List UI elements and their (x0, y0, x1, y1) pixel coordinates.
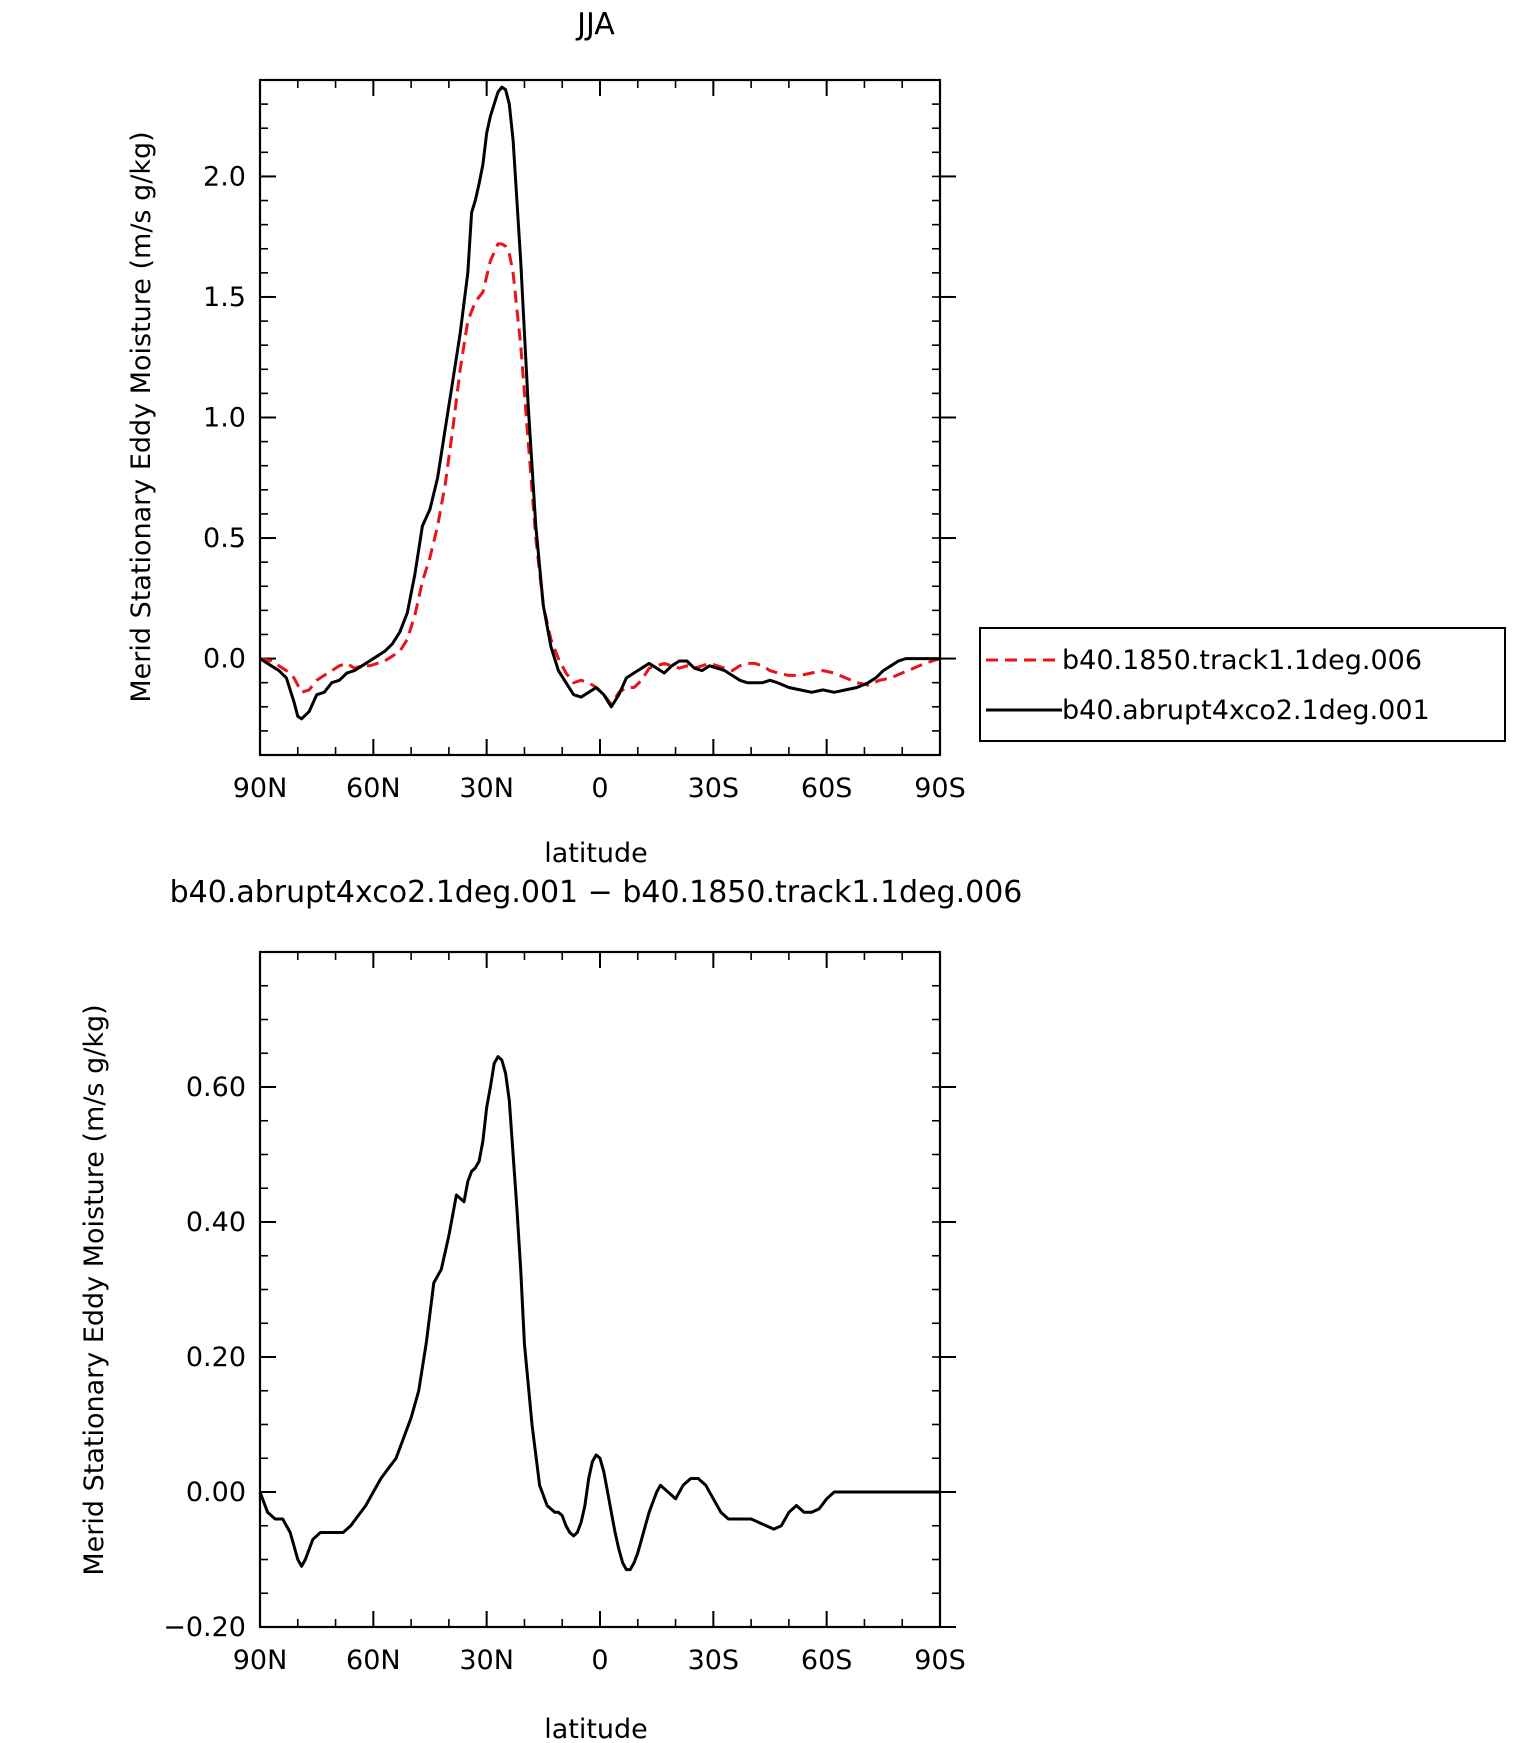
top-panel: JJA 90N 60N 30N 0 30S 60S 90S 0.0 0.5 1.0 1.5 2.0 l… (126, 7, 966, 869)
x-tick-label: 30S (688, 1645, 740, 1676)
top-panel-title: JJA (575, 7, 615, 42)
legend: b40.1850.track1.1deg.006 b40.abrupt4xco2… (979, 627, 1506, 742)
y-tick-label: 0.20 (186, 1342, 246, 1373)
x-tick-label: 60S (801, 1645, 853, 1676)
x-tick-label: 0 (591, 773, 608, 804)
legend-label-control: b40.1850.track1.1deg.006 (1062, 645, 1422, 676)
y-tick-label: 0.40 (186, 1207, 246, 1238)
x-tick-label: 30N (459, 773, 514, 804)
y-tick-label: 1.0 (203, 403, 246, 434)
x-tick-label: 60S (801, 773, 853, 804)
top-x-axis-label: latitude (544, 838, 648, 869)
series-line-0 (259, 242, 941, 706)
legend-box (979, 627, 1506, 742)
x-tick-label: 60N (346, 1645, 401, 1676)
y-tick-label: 0.5 (203, 523, 246, 554)
bottom-plot-frame (258, 950, 942, 1629)
x-tick-label: 90N (233, 1645, 288, 1676)
series-line-1 (259, 85, 940, 721)
y-tick-label: 1.5 (203, 282, 246, 313)
y-tick-label: −0.20 (163, 1612, 246, 1643)
x-tick-label: 90N (233, 773, 288, 804)
legend-label-abrupt4xco2: b40.abrupt4xco2.1deg.001 (1062, 695, 1430, 726)
y-tick-label: 0.0 (203, 644, 246, 675)
x-tick-label: 60N (346, 773, 401, 804)
x-tick-label: 30S (688, 773, 740, 804)
x-tick-label: 30N (459, 1645, 514, 1676)
x-tick-label: 0 (591, 1645, 608, 1676)
bottom-x-axis-label: latitude (544, 1714, 648, 1743)
y-tick-label: 2.0 (203, 161, 246, 192)
bottom-y-axis-label: Merid Stationary Eddy Moisture (m/s g/kg… (79, 1004, 110, 1575)
x-tick-label: 90S (914, 1645, 966, 1676)
y-tick-label: 0.60 (186, 1072, 246, 1103)
y-tick-label: 0.00 (186, 1477, 246, 1508)
x-tick-label: 90S (914, 773, 966, 804)
bottom-panel-title: b40.abrupt4xco2.1deg.001 − b40.1850.trac… (170, 875, 1023, 910)
series-line-0 (258, 1055, 940, 1572)
bottom-panel: b40.abrupt4xco2.1deg.001 − b40.1850.trac… (79, 875, 1022, 1743)
top-y-axis-label: Merid Stationary Eddy Moisture (m/s g/kg… (126, 131, 157, 702)
top-plot-frame (258, 78, 942, 757)
